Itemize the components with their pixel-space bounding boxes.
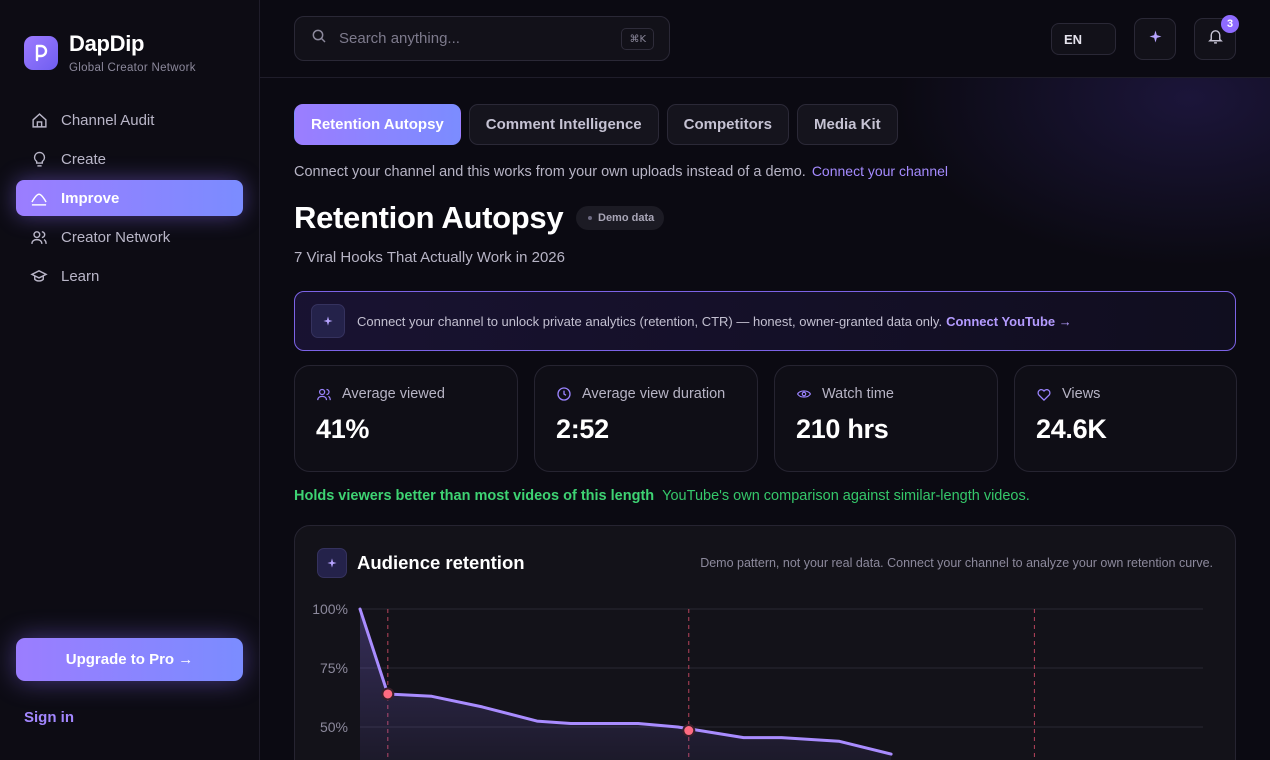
search-icon xyxy=(311,28,327,49)
banner-text: Connect your channel to unlock private a… xyxy=(357,314,1072,329)
top-bar: ⌘K EN 3 xyxy=(260,0,1270,78)
stat-value: 41% xyxy=(316,414,370,444)
sparkle-icon xyxy=(317,548,347,578)
stat-label: Views xyxy=(1062,386,1101,402)
stat-card-average-view-duration: Average view duration 2:52 xyxy=(534,365,758,472)
stat-card-views: Views 24.6K xyxy=(1014,365,1237,472)
stat-value: 210 hrs xyxy=(796,414,889,444)
comparison-detail: YouTube's own comparison against similar… xyxy=(662,488,1030,504)
stat-label: Average viewed xyxy=(342,386,445,402)
drop-off-point xyxy=(381,687,395,701)
notification-count-badge: 3 xyxy=(1221,15,1239,33)
y-tick-label: 100% xyxy=(312,601,348,617)
page-title: Retention Autopsy xyxy=(294,200,564,235)
chart-header: Audience retention xyxy=(317,548,525,578)
sidebar-item-creator-network[interactable]: Creator Network xyxy=(16,219,243,255)
y-tick-label: 75% xyxy=(320,660,348,676)
brand-tagline: Global Creator Network xyxy=(69,62,196,74)
users-icon xyxy=(30,228,48,246)
sparkle-icon xyxy=(311,304,345,338)
connect-youtube-link[interactable]: Connect YouTube → xyxy=(946,313,1072,329)
sidebar-item-label: Channel Audit xyxy=(61,111,155,129)
chart-note: Demo pattern, not your real data. Connec… xyxy=(700,556,1213,570)
eye-icon xyxy=(796,386,812,402)
retention-line xyxy=(358,607,893,756)
connect-notice: Connect your channel and this works from… xyxy=(294,163,948,180)
connect-notice-text: Connect your channel and this works from… xyxy=(294,164,806,180)
sidebar-item-label: Learn xyxy=(61,267,100,285)
tab-retention-autopsy[interactable]: Retention Autopsy xyxy=(294,104,461,145)
sidebar-item-channel-audit[interactable]: Channel Audit xyxy=(16,102,243,138)
search-shortcut: ⌘K xyxy=(621,28,654,50)
y-tick-label: 50% xyxy=(320,719,348,735)
stat-card-average-viewed: Average viewed 41% xyxy=(294,365,518,472)
retention-comparison: Holds viewers better than most videos of… xyxy=(294,488,1030,504)
tab-comment-intelligence[interactable]: Comment Intelligence xyxy=(468,104,659,145)
search-box[interactable]: ⌘K xyxy=(294,16,670,61)
logo-icon xyxy=(24,36,58,70)
brand[interactable]: DapDip Global Creator Network xyxy=(24,32,196,74)
tabs: Retention Autopsy Comment Intelligence C… xyxy=(294,104,906,145)
retention-chart: 100% 75% 50% xyxy=(312,601,1203,760)
lightbulb-icon xyxy=(30,150,48,168)
brand-name: DapDip xyxy=(69,31,145,56)
retention-area xyxy=(360,609,892,760)
stat-label: Average view duration xyxy=(582,386,726,402)
language-selector[interactable]: EN xyxy=(1051,23,1116,55)
audience-retention-card: 100% 75% 50% Audience retention Demo patte… xyxy=(294,525,1236,760)
connect-banner: Connect your channel to unlock private a… xyxy=(294,291,1236,351)
stat-label: Watch time xyxy=(822,386,894,402)
stat-card-watch-time: Watch time 210 hrs xyxy=(774,365,998,472)
home-icon xyxy=(30,111,48,129)
sidebar-item-improve[interactable]: Improve xyxy=(16,180,243,216)
connect-channel-link[interactable]: Connect your channel xyxy=(811,163,949,179)
upgrade-button[interactable]: Upgrade to Pro → xyxy=(16,638,243,681)
demo-data-label: Demo data xyxy=(598,212,655,224)
sidebar-item-label: Create xyxy=(61,150,107,168)
sidebar-item-create[interactable]: Create xyxy=(16,141,243,177)
sparkle-icon xyxy=(1149,30,1162,48)
sidebar-nav: Channel Audit Create Improve Creator Net… xyxy=(16,102,243,297)
ai-assistant-button[interactable] xyxy=(1134,18,1176,60)
sidebar-item-label: Creator Network xyxy=(61,228,171,246)
tab-competitors[interactable]: Competitors xyxy=(666,104,789,145)
main-content: Retention Autopsy Comment Intelligence C… xyxy=(260,78,1270,760)
graduation-cap-icon xyxy=(30,267,48,285)
sign-in-link[interactable]: Sign in xyxy=(24,709,74,726)
drop-off-point xyxy=(682,724,696,738)
users-icon xyxy=(316,386,332,402)
chart-title: Audience retention xyxy=(357,552,525,573)
stat-value: 24.6K xyxy=(1036,414,1107,444)
bell-icon xyxy=(1207,28,1224,50)
status-dot-icon xyxy=(588,216,592,220)
demo-data-badge: Demo data xyxy=(576,206,665,230)
tab-media-kit[interactable]: Media Kit xyxy=(796,104,898,145)
sidebar-item-learn[interactable]: Learn xyxy=(16,258,243,294)
sidebar-item-label: Improve xyxy=(61,189,120,207)
stats-row: Average viewed 41% Average view duration… xyxy=(294,365,1237,472)
banner-message: Connect your channel to unlock private a… xyxy=(357,313,943,329)
stat-value: 2:52 xyxy=(556,414,609,444)
heart-icon xyxy=(1036,386,1052,402)
sidebar: DapDip Global Creator Network Channel Au… xyxy=(0,0,260,760)
search-input[interactable] xyxy=(339,30,609,47)
video-title: 7 Viral Hooks That Actually Work in 2026 xyxy=(294,249,565,266)
clock-icon xyxy=(556,386,572,402)
trend-icon xyxy=(30,189,48,207)
comparison-headline: Holds viewers better than most videos of… xyxy=(294,488,655,504)
